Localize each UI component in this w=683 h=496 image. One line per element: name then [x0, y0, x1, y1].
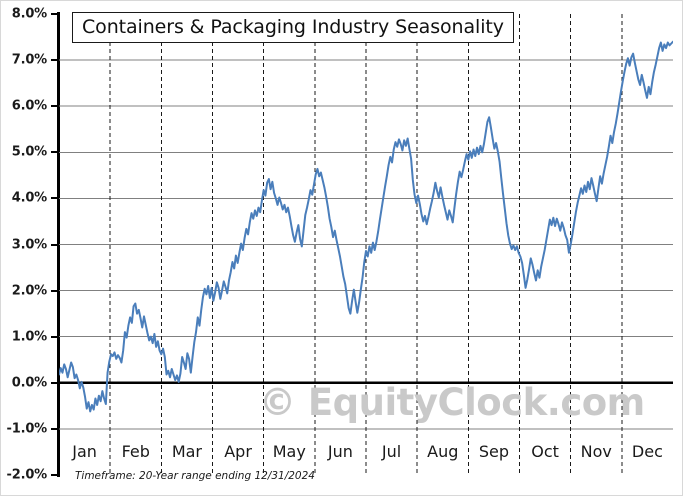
x-axis-month-label: Jan: [72, 442, 97, 461]
y-axis-tick-label: 5.0%: [11, 144, 47, 160]
y-axis-tick: [51, 335, 59, 338]
x-axis-month-label: Nov: [580, 442, 612, 461]
y-axis-tick: [51, 243, 59, 246]
y-axis-tick-label: 8.0%: [11, 6, 47, 22]
y-axis-tick-label: -2.0%: [6, 467, 48, 483]
x-axis-month-label: Apr: [224, 442, 252, 461]
y-axis-tick: [51, 151, 59, 154]
chart-title-box: Containers & Packaging Industry Seasonal…: [72, 12, 514, 43]
plot-svg: [59, 14, 673, 475]
y-axis-labels: 8.0% 7.0% 6.0% 5.0% 4.0% 3.0% 2.0% 1.0% 0.0% -1.0…: [1, 1, 51, 496]
plot-area: [59, 14, 673, 475]
y-axis-tick-label: 4.0%: [11, 190, 47, 206]
x-axis-month-label: Mar: [171, 442, 202, 461]
y-axis-tick: [51, 427, 59, 430]
y-axis-tick-label: 1.0%: [11, 329, 47, 345]
y-axis-tick: [51, 59, 59, 62]
x-axis-month-label: Aug: [427, 442, 459, 461]
y-axis-tick-label: 7.0%: [11, 52, 47, 68]
x-axis-month-label: May: [272, 442, 306, 461]
x-axis-month-label: Oct: [531, 442, 559, 461]
timeframe-footnote: Timeframe: 20-Year range ending 12/31/20…: [75, 470, 315, 482]
y-axis-tick-label: 3.0%: [11, 237, 47, 252]
x-axis-month-label: Dec: [631, 442, 663, 461]
x-axis-month-labels: Jan Feb Mar Apr May Jun Jul Aug Sep Oct Nov Dec: [59, 442, 673, 476]
x-axis-month-label: Jun: [327, 442, 353, 461]
y-axis-tick-label: 6.0%: [11, 98, 47, 114]
y-axis-tick: [51, 197, 59, 200]
x-axis-month-label: Sep: [478, 442, 509, 461]
y-axis-tick: [51, 474, 59, 476]
y-axis-tick: [51, 105, 59, 108]
x-axis-month-label: Jul: [381, 442, 402, 461]
y-axis-tick-label: -1.0%: [6, 421, 48, 437]
x-axis-month-label: Feb: [121, 442, 150, 461]
seasonality-line-series: [59, 42, 673, 412]
y-axis-tick: [51, 13, 59, 15]
y-axis-tick-label: 0.0%: [11, 375, 47, 391]
y-axis-tick-label: 2.0%: [11, 283, 47, 299]
chart-title: Containers & Packaging Industry Seasonal…: [82, 16, 504, 38]
y-axis-tick: [51, 381, 59, 384]
y-axis-tick: [51, 289, 59, 292]
